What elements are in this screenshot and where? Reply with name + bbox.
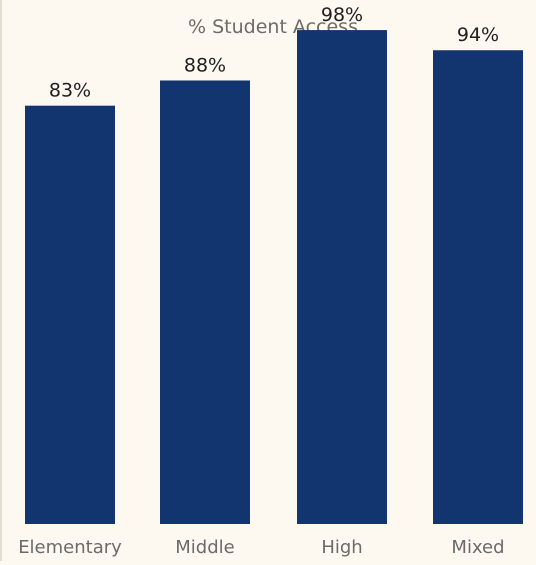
value-label-mixed: 94% [457,24,499,46]
category-label-mixed: Mixed [451,537,504,558]
x-axis-tick-labels: Elementary Middle High Mixed [18,537,504,558]
bar-elementary[interactable] [25,105,115,525]
category-label-high: High [321,537,362,558]
bars-layer [25,30,523,525]
category-label-middle: Middle [175,537,234,558]
bar-middle[interactable] [160,80,250,524]
left-divider [0,0,2,561]
bar-high[interactable] [297,30,387,525]
value-label-elementary: 83% [49,80,91,102]
value-label-high: 98% [321,4,363,26]
value-label-middle: 88% [184,54,226,76]
bar-mixed[interactable] [433,50,523,525]
category-label-elementary: Elementary [18,537,122,558]
value-labels-layer: 83% 88% 98% 94% [49,4,499,102]
